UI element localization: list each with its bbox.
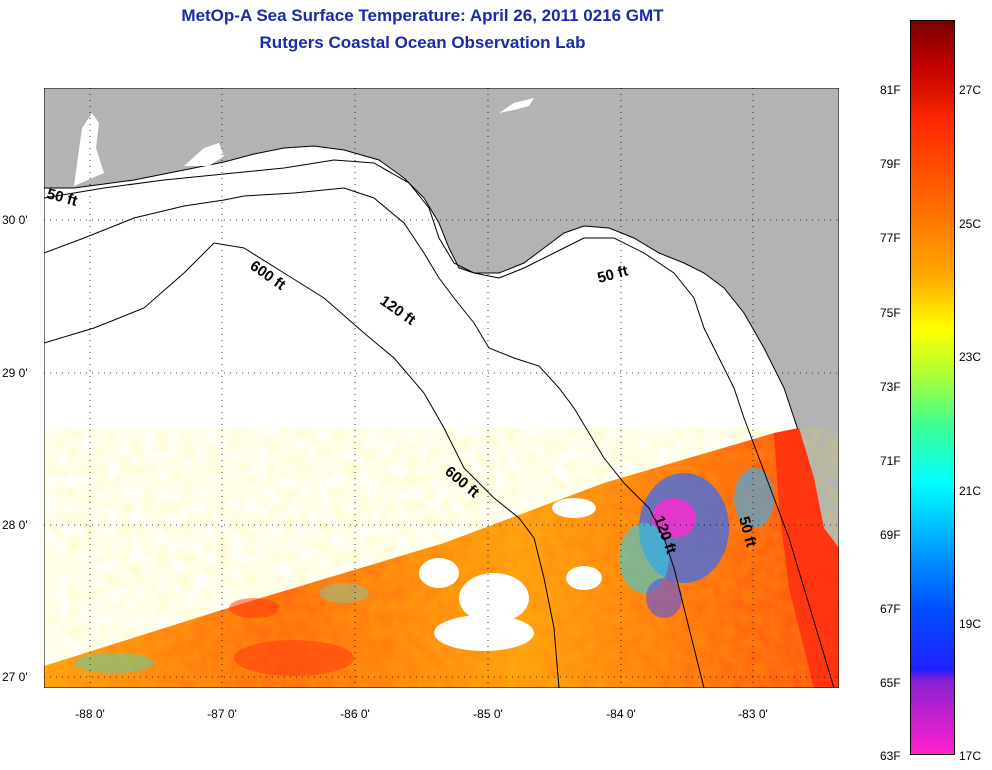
grid-lines [44, 88, 839, 688]
contour-120ft [44, 187, 705, 688]
colorbar-c-label: 21C [959, 484, 982, 498]
lat-tick: 30 0' [2, 213, 28, 227]
colorbar-c-label: 17C [959, 749, 982, 763]
colorbar-f-label: 63F [880, 749, 901, 763]
lon-tick: -85 0' [473, 707, 503, 721]
depth-contours [44, 159, 835, 688]
colorbar-f-label: 69F [880, 528, 901, 542]
colorbar-f-label: 73F [880, 380, 901, 394]
lat-tick: 28 0' [2, 518, 28, 532]
colorbar-f-label: 75F [880, 306, 901, 320]
colorbar-f-label: 71F [880, 454, 901, 468]
sst-map: 50 ft 600 ft 120 ft 50 ft 600 ft 120 ft … [44, 88, 839, 688]
lon-tick: -88 0' [75, 707, 105, 721]
colorbar-f-label: 65F [880, 676, 901, 690]
colorbar-f-label: 77F [880, 231, 901, 245]
colorbar [910, 20, 955, 755]
colorbar-f-label: 81F [880, 83, 901, 97]
lat-tick: 29 0' [2, 366, 28, 380]
lat-tick: 27 0' [2, 670, 28, 684]
map-title: MetOp-A Sea Surface Temperature: April 2… [181, 6, 664, 25]
lon-tick: -84 0' [606, 707, 636, 721]
map-subtitle: Rutgers Coastal Ocean Observation Lab [259, 33, 586, 52]
lon-tick: -83 0' [738, 707, 768, 721]
contour-600ft [44, 242, 560, 688]
lon-tick: -87 0' [207, 707, 237, 721]
lon-tick: -86 0' [340, 707, 370, 721]
colorbar-c-label: 19C [959, 617, 982, 631]
colorbar-f-label: 79F [880, 157, 901, 171]
colorbar-c-label: 23C [959, 350, 982, 364]
contour-50ft-west [44, 159, 835, 688]
colorbar-c-label: 25C [959, 217, 982, 231]
colorbar-f-label: 67F [880, 602, 901, 616]
colorbar-c-label: 27C [959, 83, 982, 97]
